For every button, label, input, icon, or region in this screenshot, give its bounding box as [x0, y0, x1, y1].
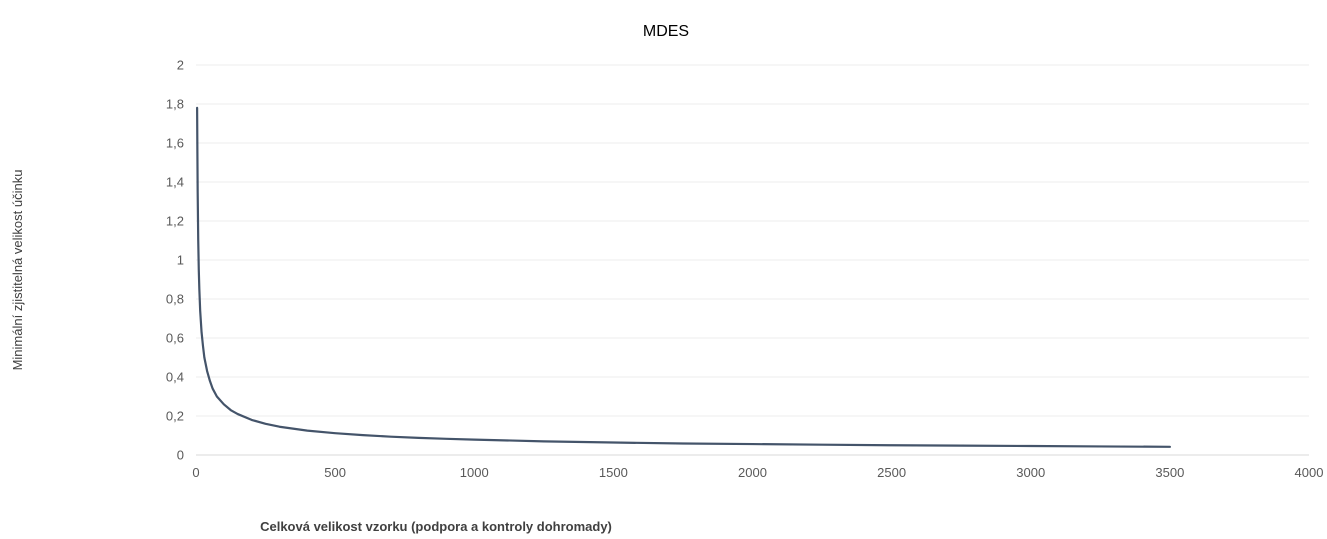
y-axis-label: Minimální zjistitelná velikost účinku — [10, 170, 25, 371]
y-tick-label: 0,2 — [166, 409, 184, 424]
series-line-mdes — [196, 106, 1171, 448]
x-tick-label: 3500 — [1155, 465, 1184, 480]
x-tick-label: 1000 — [460, 465, 489, 480]
y-tick-label: 1,2 — [166, 214, 184, 229]
x-tick-label: 3000 — [1016, 465, 1045, 480]
y-tick-label: 0,6 — [166, 331, 184, 346]
y-tick-label: 1 — [177, 253, 184, 268]
y-tick-label: 0 — [177, 448, 184, 463]
x-tick-label: 4000 — [1295, 465, 1324, 480]
y-tick-label: 0,4 — [166, 370, 184, 385]
chart-title: MDES — [643, 23, 689, 40]
y-tick-label: 1,6 — [166, 136, 184, 151]
y-tick-label: 2 — [177, 58, 184, 73]
y-axis-ticks: 0 0,2 0,4 0,6 0,8 1 1,2 1,4 1,6 1,8 2 — [166, 58, 184, 463]
x-tick-label: 2000 — [738, 465, 767, 480]
gridlines — [196, 64, 1309, 417]
x-axis-ticks: 0 500 1000 1500 2000 2500 3000 3500 4000 — [192, 465, 1323, 480]
x-tick-label: 500 — [324, 465, 346, 480]
x-tick-label: 1500 — [599, 465, 628, 480]
x-axis-label: Celková velikost vzorku (podpora a kontr… — [260, 519, 612, 534]
y-tick-label: 1,8 — [166, 97, 184, 112]
y-tick-label: 0,8 — [166, 292, 184, 307]
x-tick-label: 0 — [192, 465, 199, 480]
x-tick-label: 2500 — [877, 465, 906, 480]
y-tick-label: 1,4 — [166, 175, 184, 190]
